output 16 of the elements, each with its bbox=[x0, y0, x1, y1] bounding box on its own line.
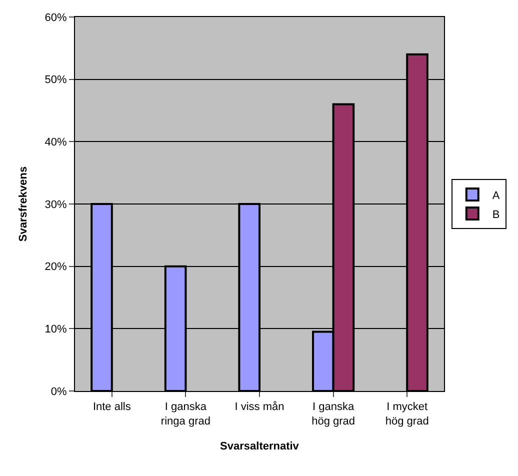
x-tick-label: I ganska ringa grad bbox=[160, 401, 210, 428]
y-tick-label: 20% bbox=[44, 261, 68, 274]
y-axis-title: Svarsfrekvens bbox=[17, 166, 30, 242]
y-tick-label: 40% bbox=[44, 136, 68, 149]
legend-label: A bbox=[492, 190, 500, 202]
y-tick-label: 30% bbox=[44, 198, 68, 211]
y-tick-label: 0% bbox=[50, 386, 68, 398]
y-tick-label: 50% bbox=[44, 74, 68, 86]
x-axis-title: Svarsalternativ bbox=[220, 440, 300, 453]
x-tick-label: Inte alls bbox=[92, 401, 132, 414]
x-tick-label: I viss mån bbox=[234, 401, 284, 414]
y-tick-label: 10% bbox=[44, 324, 68, 336]
y-tick-label: 60% bbox=[44, 12, 68, 24]
x-tick-label: I mycket hög grad bbox=[385, 401, 429, 428]
x-tick-label: I ganska hög grad bbox=[312, 401, 356, 428]
legend-label: B bbox=[492, 208, 500, 221]
